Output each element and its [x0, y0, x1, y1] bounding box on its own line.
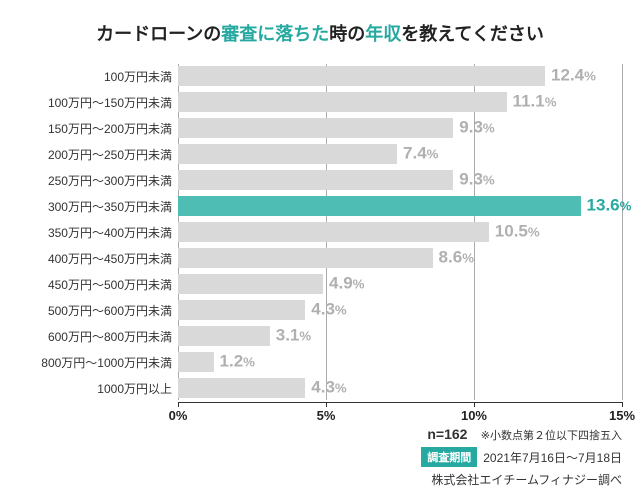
bar-row: 800万円～1000万円未満 1.2%: [18, 350, 622, 374]
category-label: 200万円～250万円未満: [18, 146, 178, 163]
bar-row: 300万円～350万円未満13.6%: [18, 194, 622, 218]
value-label: 10.5%: [495, 222, 540, 242]
bar-row: 600万円～800万円未満 3.1%: [18, 324, 622, 348]
period-badge: 調査期間: [421, 447, 477, 467]
category-label: 600万円～800万円未満: [18, 328, 178, 345]
bars-container: 100万円未満 12.4% 100万円～150万円未満 11.1% 150万円～200万…: [18, 64, 622, 400]
bar: [178, 248, 433, 268]
axis-tick: [474, 402, 475, 407]
category-label: 400万円～450万円未満: [18, 250, 178, 267]
axis-tick: [326, 402, 327, 407]
bar-row: 100万円未満 12.4%: [18, 64, 622, 88]
bar: [178, 196, 581, 216]
bar-row: 400万円～450万円未満 8.6%: [18, 246, 622, 270]
sample-size: n=162: [427, 426, 467, 442]
category-label: 300万円～350万円未満: [18, 198, 178, 215]
value-label: 4.3%: [311, 378, 346, 398]
value-label: 3.1%: [276, 326, 311, 346]
bar-area: 9.3%: [178, 170, 622, 190]
category-label: 150万円～200万円未満: [18, 120, 178, 137]
bar-area: 4.9%: [178, 274, 622, 294]
bar: [178, 66, 545, 86]
bar-row: 200万円～250万円未満 7.4%: [18, 142, 622, 166]
axis-tick-label: 10%: [461, 408, 487, 423]
axis-tick: [178, 402, 179, 407]
category-label: 250万円～300万円未満: [18, 172, 178, 189]
bar-area: 12.4%: [178, 66, 622, 86]
bar: [178, 352, 214, 372]
value-label: 4.9%: [329, 274, 364, 294]
bar-area: 13.6%: [178, 196, 622, 216]
gridline: [622, 64, 623, 400]
value-label: 13.6%: [587, 196, 632, 216]
bar-area: 9.3%: [178, 118, 622, 138]
bar: [178, 378, 305, 398]
bar-area: 11.1%: [178, 92, 622, 112]
axis-tick-label: 15%: [609, 408, 635, 423]
bar-area: 10.5%: [178, 222, 622, 242]
bar: [178, 144, 397, 164]
axis-tick-label: 5%: [317, 408, 336, 423]
category-label: 450万円～500万円未満: [18, 276, 178, 293]
category-label: 100万円～150万円未満: [18, 94, 178, 111]
value-label: 8.6%: [439, 248, 474, 268]
category-label: 100万円未満: [18, 68, 178, 85]
period-text: 2021年7月16日～7月18日: [483, 449, 622, 466]
bar-chart: 100万円未満 12.4% 100万円～150万円未満 11.1% 150万円～200万…: [18, 64, 622, 402]
value-label: 7.4%: [403, 144, 438, 164]
bar: [178, 326, 270, 346]
source-text: 株式会社エイチームフィナジー調べ: [421, 471, 622, 488]
category-label: 350万円～400万円未満: [18, 224, 178, 241]
value-label: 4.3%: [311, 300, 346, 320]
category-label: 500万円～600万円未満: [18, 302, 178, 319]
bar-area: 4.3%: [178, 378, 622, 398]
bar-area: 4.3%: [178, 300, 622, 320]
chart-footer: n=162 ※小数点第２位以下四捨五入 調査期間 2021年7月16日～7月18…: [421, 426, 622, 488]
bar-row: 350万円～400万円未満 10.5%: [18, 220, 622, 244]
bar: [178, 118, 453, 138]
axis-tick-label: 0%: [169, 408, 188, 423]
bar-row: 500万円～600万円未満 4.3%: [18, 298, 622, 322]
bar: [178, 274, 323, 294]
value-label: 1.2%: [220, 352, 255, 372]
bar: [178, 170, 453, 190]
bar-area: 1.2%: [178, 352, 622, 372]
bar-row: 450万円～500万円未満 4.9%: [18, 272, 622, 296]
rounding-note: ※小数点第２位以下四捨五入: [481, 430, 622, 442]
value-label: 9.3%: [459, 170, 494, 190]
bar-row: 150万円～200万円未満 9.3%: [18, 116, 622, 140]
category-label: 1000万円以上: [18, 380, 178, 397]
category-label: 800万円～1000万円未満: [18, 354, 178, 371]
value-label: 11.1%: [513, 92, 557, 112]
bar-area: 8.6%: [178, 248, 622, 268]
bar: [178, 222, 489, 242]
bar-area: 7.4%: [178, 144, 622, 164]
value-label: 9.3%: [459, 118, 494, 138]
bar-row: 250万円～300万円未満 9.3%: [18, 168, 622, 192]
axis-tick: [622, 402, 623, 407]
bar: [178, 300, 305, 320]
bar-row: 100万円～150万円未満 11.1%: [18, 90, 622, 114]
bar-area: 3.1%: [178, 326, 622, 346]
bar-row: 1000万円以上 4.3%: [18, 376, 622, 400]
chart-title: カードローンの審査に落ちた時の年収を教えてください: [18, 20, 622, 46]
value-label: 12.4%: [551, 66, 596, 86]
bar: [178, 92, 507, 112]
